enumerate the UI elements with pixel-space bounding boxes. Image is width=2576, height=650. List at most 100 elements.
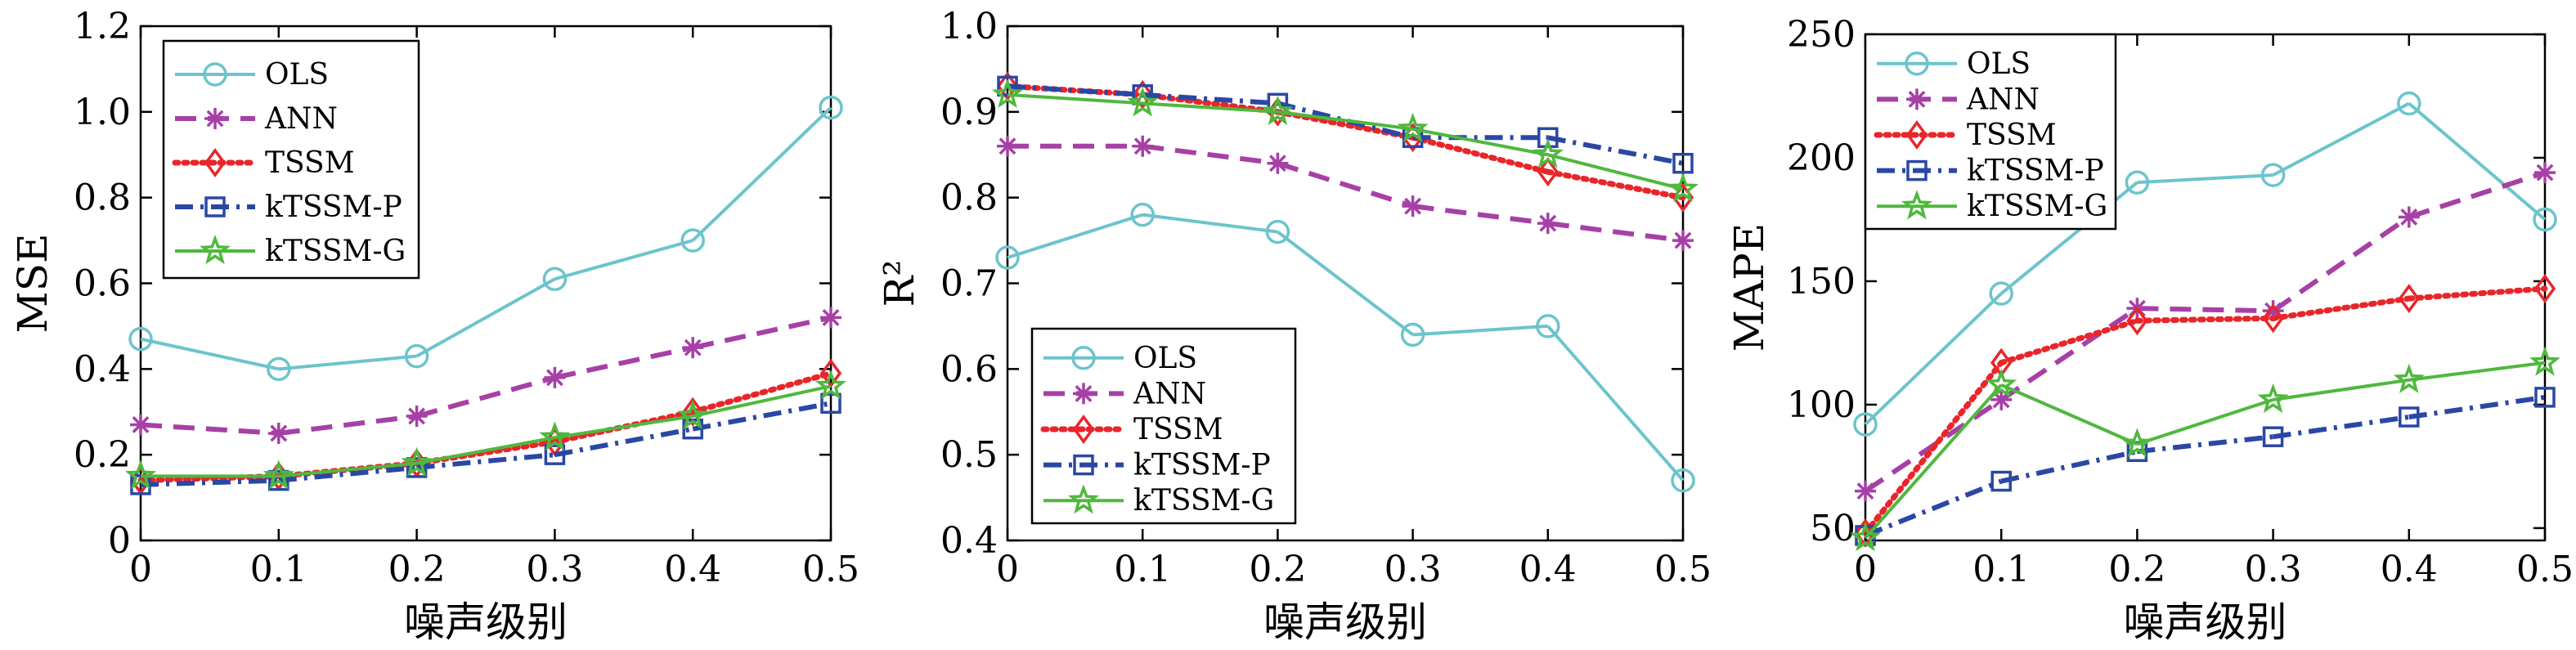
y-tick-label: 0.8 (940, 177, 998, 219)
series-line-segment (415, 277, 556, 358)
legend-marker (1073, 454, 1094, 476)
series-line-segment (1998, 317, 2140, 366)
legend-label: OLS (1967, 47, 2031, 81)
data-point (1127, 87, 1159, 117)
y-tick-label: 200 (1787, 137, 1856, 179)
x-axis-label: 噪声级别 (404, 598, 568, 646)
data-point (819, 95, 843, 120)
y-axis-label: MSE (9, 234, 56, 334)
y-tick-label: 0.5 (940, 434, 998, 476)
data-point (2262, 426, 2284, 447)
legend-marker (204, 196, 226, 217)
series-line-segment (1412, 324, 1548, 337)
series-line-segment (2000, 449, 2138, 484)
data-point (680, 228, 705, 253)
legend-marker (1906, 88, 1928, 110)
data-point (1672, 230, 1694, 252)
y-tick-label: 0.4 (74, 348, 131, 390)
x-tick-label: 0.4 (1519, 549, 1577, 590)
series-line-segment (278, 354, 417, 371)
series-OLS (128, 95, 843, 382)
series-line-segment (1277, 231, 1414, 336)
data-point (2121, 428, 2153, 458)
x-axis-label: 噪声级别 (1263, 598, 1427, 646)
chart-3: 0 0.1 0.2 0.3 0.4 0.5 50 100 150 200 250 噪声级别 MAPE OL… (1726, 14, 2574, 646)
x-tick-label: 0.4 (664, 549, 721, 590)
data-point (1990, 470, 2012, 492)
series-line-segment (1410, 134, 1551, 175)
data-point (819, 358, 842, 388)
data-point (2398, 284, 2420, 314)
legend-label: kTSSM-P (1967, 155, 2104, 188)
legend-label: kTSSM-G (1133, 484, 1274, 518)
series-ANN (997, 135, 1694, 252)
legend-marker (204, 108, 226, 129)
y-tick-label: 0.6 (940, 348, 998, 390)
series-line-segment (2136, 397, 2274, 446)
data-point (1990, 388, 2013, 410)
data-point (997, 135, 1018, 157)
series-line-segment (1142, 101, 1278, 114)
data-point (1265, 219, 1290, 244)
series-line-segment (2137, 173, 2273, 185)
legend-label: kTSSM-G (1967, 190, 2107, 223)
legend-marker (1067, 484, 1100, 514)
data-point (677, 399, 709, 430)
x-tick-label: 0.5 (802, 549, 859, 590)
series-line-segment (1864, 292, 2003, 426)
legend-marker (1901, 190, 1933, 220)
y-axis-label: R² (876, 260, 923, 307)
series-line-segment (1277, 110, 1413, 131)
data-point (267, 356, 291, 382)
legend-label: ANN (1966, 83, 2040, 116)
data-point (2257, 383, 2289, 414)
series-line-segment (691, 106, 832, 242)
series-line-segment (692, 401, 832, 432)
data-point (2534, 387, 2556, 408)
data-point (2533, 274, 2556, 303)
series-line-segment (1007, 92, 1143, 105)
data-point (1537, 213, 1559, 235)
legend-marker (1071, 346, 1096, 370)
data-point (1130, 202, 1155, 227)
data-point (1853, 412, 1878, 437)
x-tick-label: 0.1 (1114, 549, 1171, 590)
series-line-segment (2137, 434, 2273, 455)
series-line-segment (2273, 415, 2410, 440)
data-point (406, 457, 428, 478)
legend-marker (1905, 52, 1929, 76)
data-point (544, 366, 566, 388)
series-line-segment (1277, 101, 1414, 141)
series-line-segment (2271, 214, 2411, 313)
data-point (2529, 346, 2561, 376)
data-point (2262, 303, 2284, 334)
legend-marker (1906, 159, 1928, 182)
data-point (1986, 368, 2017, 398)
chart-1: 0 0.1 0.2 0.3 0.4 0.5 0 0.2 0.4 0.6 0.8 1.0 1.2 噪声级别 M… (9, 6, 859, 646)
series-line-segment (1547, 221, 1684, 244)
series-line-segment (1862, 360, 2004, 536)
x-tick-label: 0.3 (2245, 549, 2302, 590)
legend-label: OLS (265, 58, 329, 92)
series-line-segment (1864, 383, 2003, 540)
y-tick-label: 0.2 (74, 434, 131, 476)
data-point (1989, 281, 2013, 306)
x-tick-label: 0.3 (526, 549, 583, 590)
series-line-segment (554, 345, 693, 380)
series-line-segment (1142, 213, 1278, 234)
data-point (1672, 152, 1694, 174)
data-point (130, 414, 151, 436)
x-tick-label: 0.3 (1384, 549, 1442, 590)
legend-marker (204, 148, 227, 177)
series-line-segment (689, 370, 834, 415)
series-line-segment (2272, 101, 2410, 177)
x-axis-label: 噪声级别 (2124, 598, 2287, 646)
data-point (263, 459, 294, 490)
data-point (544, 444, 566, 465)
data-point (2534, 162, 2556, 184)
series-line-segment (554, 239, 693, 281)
y-tick-label: 0.8 (74, 177, 131, 219)
legend-label: kTSSM-P (265, 191, 402, 224)
